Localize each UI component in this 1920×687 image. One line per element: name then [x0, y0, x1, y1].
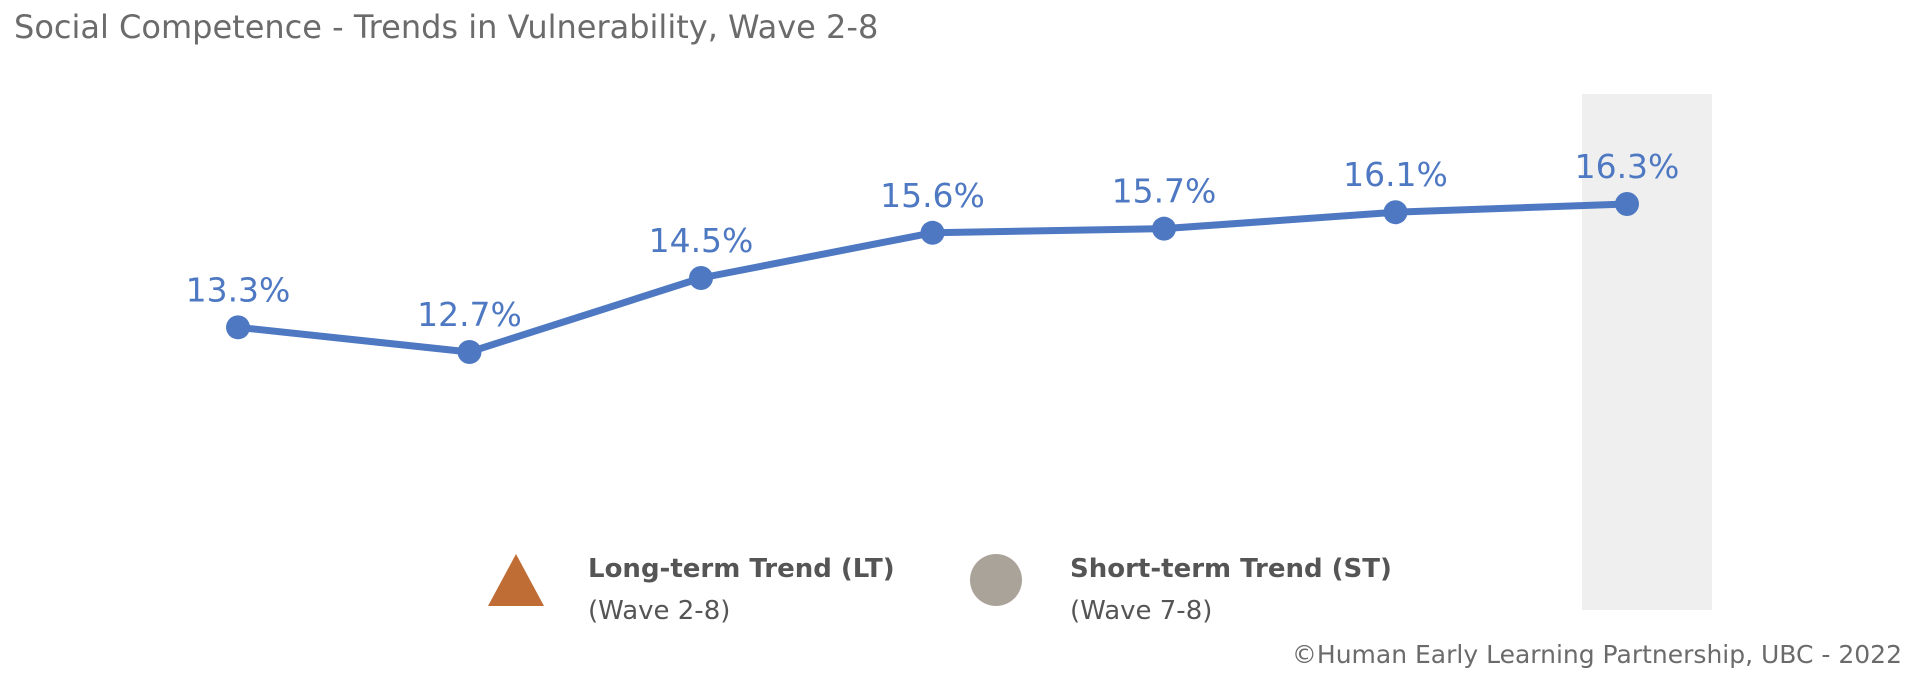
data-point	[1152, 216, 1176, 241]
highlight-band	[1582, 94, 1712, 610]
data-label: 16.3%	[1575, 147, 1680, 186]
data-point	[1615, 192, 1639, 216]
data-label: 16.1%	[1343, 155, 1448, 194]
data-label: 15.6%	[880, 176, 985, 215]
copyright-text: ©Human Early Learning Partnership, UBC -…	[1291, 640, 1902, 669]
chart-title: Social Competence - Trends in Vulnerabil…	[14, 8, 879, 46]
data-point	[689, 266, 713, 290]
data-point	[920, 220, 945, 245]
legend-short-term-subtitle: (Wave 7-8)	[1070, 596, 1213, 626]
data-label: 15.7%	[1112, 172, 1217, 211]
series-layer: 13.3% 12.7% 14.5% 15.6% 15.7% 16.1% 16.3%	[186, 147, 1680, 364]
data-label: 12.7%	[417, 295, 522, 334]
legend-short-term-title: Short-term Trend (ST)	[1070, 554, 1392, 584]
data-point	[1383, 200, 1408, 225]
data-label: 13.3%	[186, 270, 291, 309]
data-point	[226, 315, 250, 340]
data-label: 14.5%	[649, 221, 754, 260]
legend-long-term-subtitle: (Wave 2-8)	[588, 596, 731, 626]
data-point	[457, 340, 482, 364]
legend-long-term-title: Long-term Trend (LT)	[588, 554, 895, 584]
legend-short-term: Short-term Trend (ST) (Wave 7-8)	[970, 548, 1392, 632]
circle-icon	[970, 554, 1022, 606]
triangle-icon	[488, 554, 544, 606]
legend-long-term: Long-term Trend (LT) (Wave 2-8)	[488, 548, 895, 632]
